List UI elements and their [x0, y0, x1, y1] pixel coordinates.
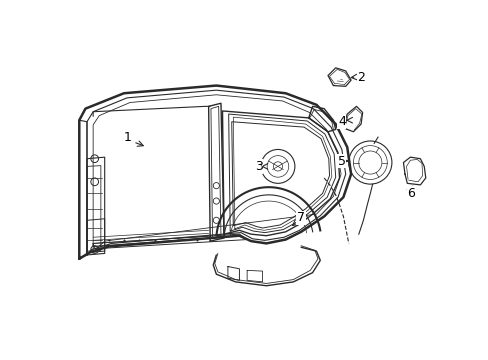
Text: 5: 5	[337, 154, 345, 167]
Text: 7: 7	[296, 211, 305, 225]
Text: 6: 6	[407, 187, 414, 200]
Text: 2: 2	[356, 71, 365, 84]
Text: 1: 1	[123, 131, 131, 144]
Text: 4: 4	[337, 115, 345, 128]
Text: 3: 3	[254, 160, 262, 173]
